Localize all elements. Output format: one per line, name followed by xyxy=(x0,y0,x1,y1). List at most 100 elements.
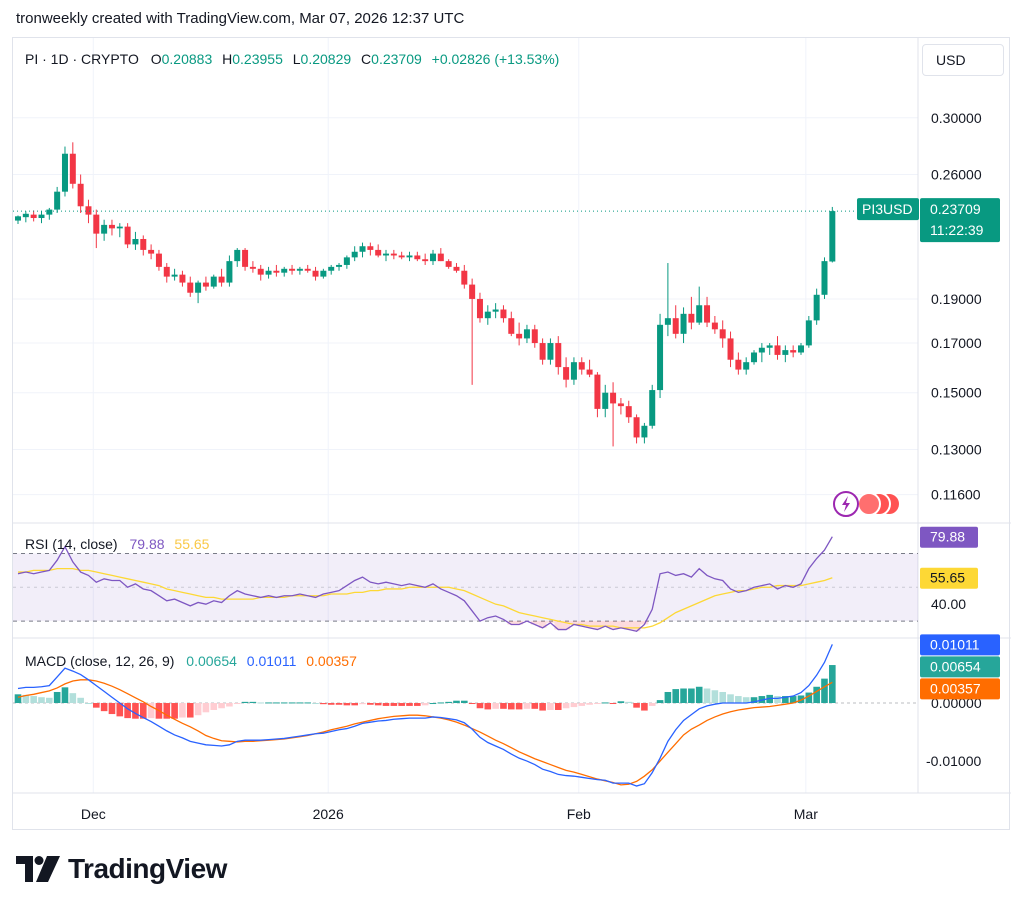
macd-histogram-bar xyxy=(453,700,460,704)
candle-body xyxy=(132,238,139,245)
rsi-ma-value: 55.65 xyxy=(174,536,210,552)
chart-frame[interactable]: 0.30000 0.26000 0.19000 0.17000 0.15000 0.130… xyxy=(12,37,1011,831)
ticker-tag-label: PI3USD xyxy=(862,201,913,217)
candle xyxy=(383,249,390,262)
candle xyxy=(163,263,170,283)
candle-body xyxy=(727,338,734,360)
candle xyxy=(633,414,640,444)
candle xyxy=(813,288,820,325)
candle-body xyxy=(375,249,382,256)
candle xyxy=(77,174,84,213)
candle xyxy=(445,259,452,269)
candle xyxy=(265,266,272,279)
tradingview-logo-text: TradingView xyxy=(68,853,227,884)
macd-histogram-bar xyxy=(727,694,734,704)
candle-body xyxy=(508,318,515,334)
candle xyxy=(539,338,546,365)
macd-histogram-bar xyxy=(742,697,750,704)
candle-body xyxy=(492,309,499,312)
open-value: 0.20883 xyxy=(161,51,213,67)
candle-body xyxy=(790,350,797,353)
candle xyxy=(101,219,108,241)
macd-histogram-bar xyxy=(821,678,828,704)
time-axis-label: Dec xyxy=(81,806,106,822)
candle xyxy=(116,223,123,238)
macd-histogram-bar xyxy=(531,703,539,709)
candle xyxy=(61,146,68,197)
candle xyxy=(406,251,413,262)
macd-histogram-bar xyxy=(61,687,69,704)
candle xyxy=(15,215,21,225)
candle xyxy=(461,264,468,289)
candle-body xyxy=(30,214,37,219)
candle xyxy=(602,384,609,418)
candle-body xyxy=(273,270,280,273)
macd-histogram-bar xyxy=(53,691,61,704)
candle-body xyxy=(101,224,108,234)
macd-histogram-bar xyxy=(468,703,476,705)
candle-body xyxy=(15,216,21,221)
candle-body xyxy=(469,284,476,299)
price-axis-label: 0.17000 xyxy=(931,335,982,351)
candle-body xyxy=(617,403,624,407)
candle xyxy=(289,264,296,275)
macd-histogram-bar xyxy=(641,703,648,711)
candle-body xyxy=(289,268,296,271)
macd-histogram-bar xyxy=(233,703,241,705)
candle-body xyxy=(625,406,632,418)
chart-canvas[interactable]: 0.30000 0.26000 0.19000 0.17000 0.15000 0.130… xyxy=(13,38,1011,831)
candle xyxy=(398,251,405,260)
macd-histogram-bar xyxy=(226,703,233,707)
candle xyxy=(766,343,773,355)
candle xyxy=(226,255,233,287)
candle-body xyxy=(281,268,288,273)
rsi-label: RSI (14, close) xyxy=(25,536,118,552)
candle-body xyxy=(610,392,617,404)
candle-body xyxy=(351,251,358,258)
candle xyxy=(273,264,280,277)
currency-button[interactable]: USD xyxy=(922,44,1004,76)
candle-body xyxy=(77,183,84,207)
candle-body xyxy=(406,255,413,258)
candle xyxy=(124,223,131,249)
candle xyxy=(359,242,366,258)
candle-body xyxy=(187,282,194,293)
price-axis-label: 0.30000 xyxy=(931,110,982,126)
macd-histogram-bar xyxy=(85,703,92,705)
candle-body xyxy=(594,374,601,409)
candle-body xyxy=(390,253,397,256)
rsi-value-tag-label: 79.88 xyxy=(930,529,965,545)
candle-body xyxy=(461,270,468,285)
candle-body xyxy=(704,305,711,323)
macd-value-tag xyxy=(920,656,1000,678)
macd-histogram-bar xyxy=(343,703,351,706)
macd-line-value: 0.01011 xyxy=(246,653,297,669)
last-price-label: 0.23709 xyxy=(930,201,981,217)
macd-histogram-bar xyxy=(703,688,711,704)
macd-histogram-bar xyxy=(578,703,586,706)
macd-histogram-bar xyxy=(406,703,413,706)
time-axis-label: Feb xyxy=(567,806,591,822)
macd-histogram-bar xyxy=(218,703,225,709)
macd-histogram-bar xyxy=(241,701,249,704)
candle-body xyxy=(578,362,585,370)
candle-body xyxy=(688,313,695,323)
candle xyxy=(257,264,264,281)
candle-body xyxy=(429,253,436,262)
macd-histogram-bar xyxy=(476,703,484,709)
symbol-legend: PI · 1D · CRYPTO O0.20883 H0.23955 L0.20… xyxy=(25,51,561,67)
time-axis-label: 2026 xyxy=(313,806,344,822)
high-value: 0.23955 xyxy=(232,51,283,67)
candle xyxy=(414,251,421,262)
grid-lines xyxy=(13,38,918,793)
macd-histogram-bar xyxy=(586,703,593,705)
candle-body xyxy=(116,226,123,229)
candle xyxy=(179,270,186,287)
macd-histogram-bar xyxy=(570,703,578,708)
macd-histogram-bar xyxy=(601,702,609,704)
candle xyxy=(727,331,734,368)
macd-histogram-bar xyxy=(312,703,319,705)
macd-histogram-bar xyxy=(539,703,546,711)
candle xyxy=(743,357,750,375)
